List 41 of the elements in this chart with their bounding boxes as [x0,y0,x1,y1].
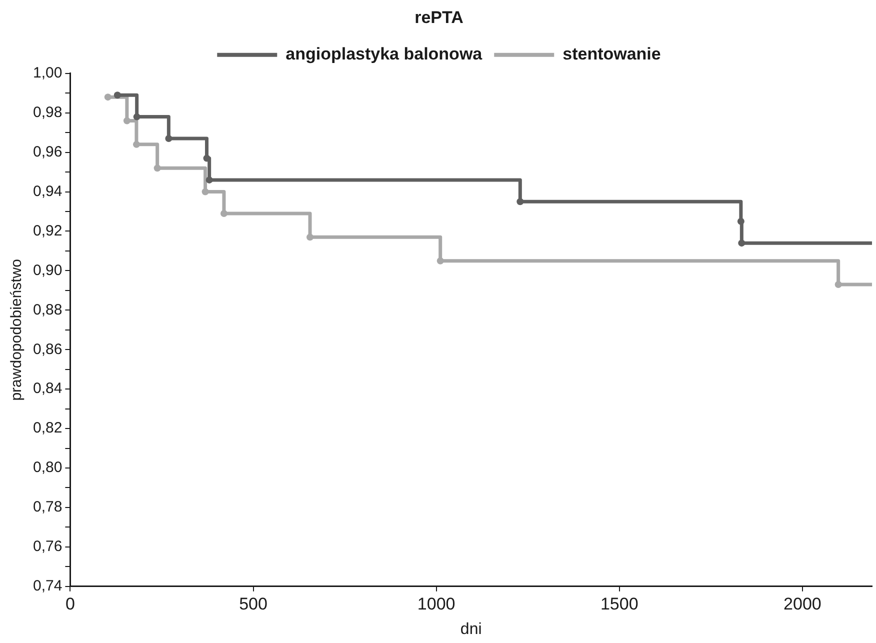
y-tick-label: 0,88 [32,301,62,318]
legend-title: rePTA [414,8,464,28]
x-tick-label: 0 [65,594,75,614]
legend-label: stentowanie [562,44,661,64]
y-tick-label: 0,80 [32,459,62,476]
x-tick-label: 2000 [784,594,822,614]
legend-label: angioplastyka balonowa [286,44,483,64]
point [220,210,228,217]
x-axis-title: dni [460,620,482,638]
point [834,281,842,288]
y-tick-label: 0,96 [32,143,62,160]
point [436,257,444,264]
y-tick-label: 0,86 [32,340,62,358]
y-tick-label: 0,82 [32,420,62,437]
point [123,117,130,124]
x-tick-label: 1000 [417,594,456,614]
point [154,164,161,172]
y-tick-label: 0,90 [32,262,62,279]
x-tick-label: 500 [239,594,268,614]
x-tick-label: 1500 [600,594,638,614]
point [516,198,524,206]
y-tick-label: 0,76 [32,538,62,556]
point [165,135,172,142]
y-tick-label: 1,00 [32,64,62,82]
y-tick-label: 0,78 [32,498,62,516]
y-tick-label: 0,98 [32,104,62,121]
y-tick-label: 0,92 [32,222,62,240]
point [206,176,213,184]
point [114,92,121,99]
y-tick-label: 0,94 [32,182,62,200]
point [737,218,744,225]
point [202,188,209,196]
point [203,154,210,162]
y-tick-label: 0,84 [32,380,62,398]
point [306,234,314,241]
point [738,240,746,247]
point [133,113,140,120]
point [104,94,112,101]
point [132,140,140,148]
y-tick-label: 0,74 [32,578,62,595]
y-axis-title: prawdopodobieństwo [8,259,26,401]
